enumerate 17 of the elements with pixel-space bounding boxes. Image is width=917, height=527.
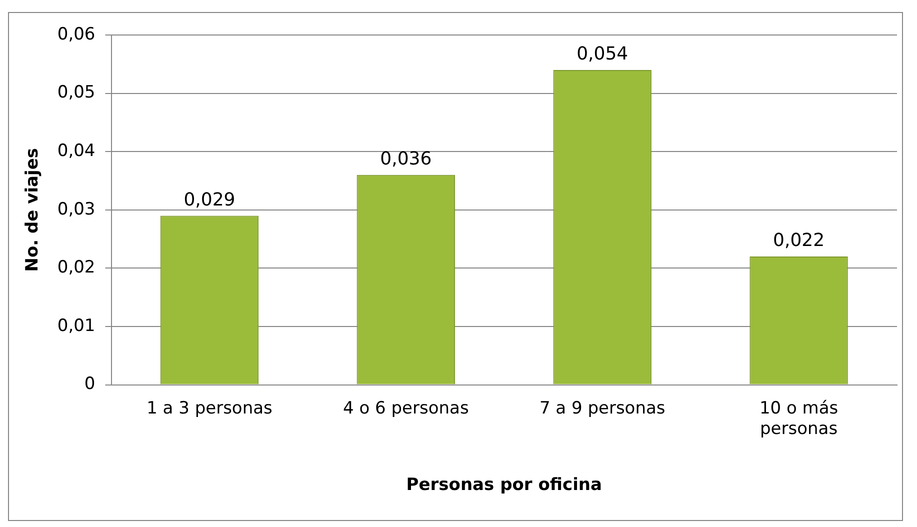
x-tick-label: 10 o más personas [759,398,838,439]
y-tick-label: 0 [84,374,96,394]
y-tick-label: 0,05 [57,82,96,103]
data-label: 0,029 [184,189,236,210]
data-label: 0,036 [380,148,432,170]
y-tick-label: 0,02 [57,258,96,278]
x-tick-label: 1 a 3 personas [146,398,273,418]
x-axis-title: Personas por oficina [406,475,602,496]
y-axis-title: No. de viajes [22,148,43,272]
y-tick-label: 0,04 [57,141,96,162]
data-label: 0,022 [773,230,825,252]
x-tick-label: 7 a 9 personas [539,398,666,418]
y-tick-label: 0,03 [57,199,96,220]
data-label: 0,054 [576,44,628,65]
x-tick-label: 4 o 6 personas [343,398,469,418]
y-tick-label: 0,06 [57,24,96,44]
y-tick-label: 0,01 [57,316,96,336]
